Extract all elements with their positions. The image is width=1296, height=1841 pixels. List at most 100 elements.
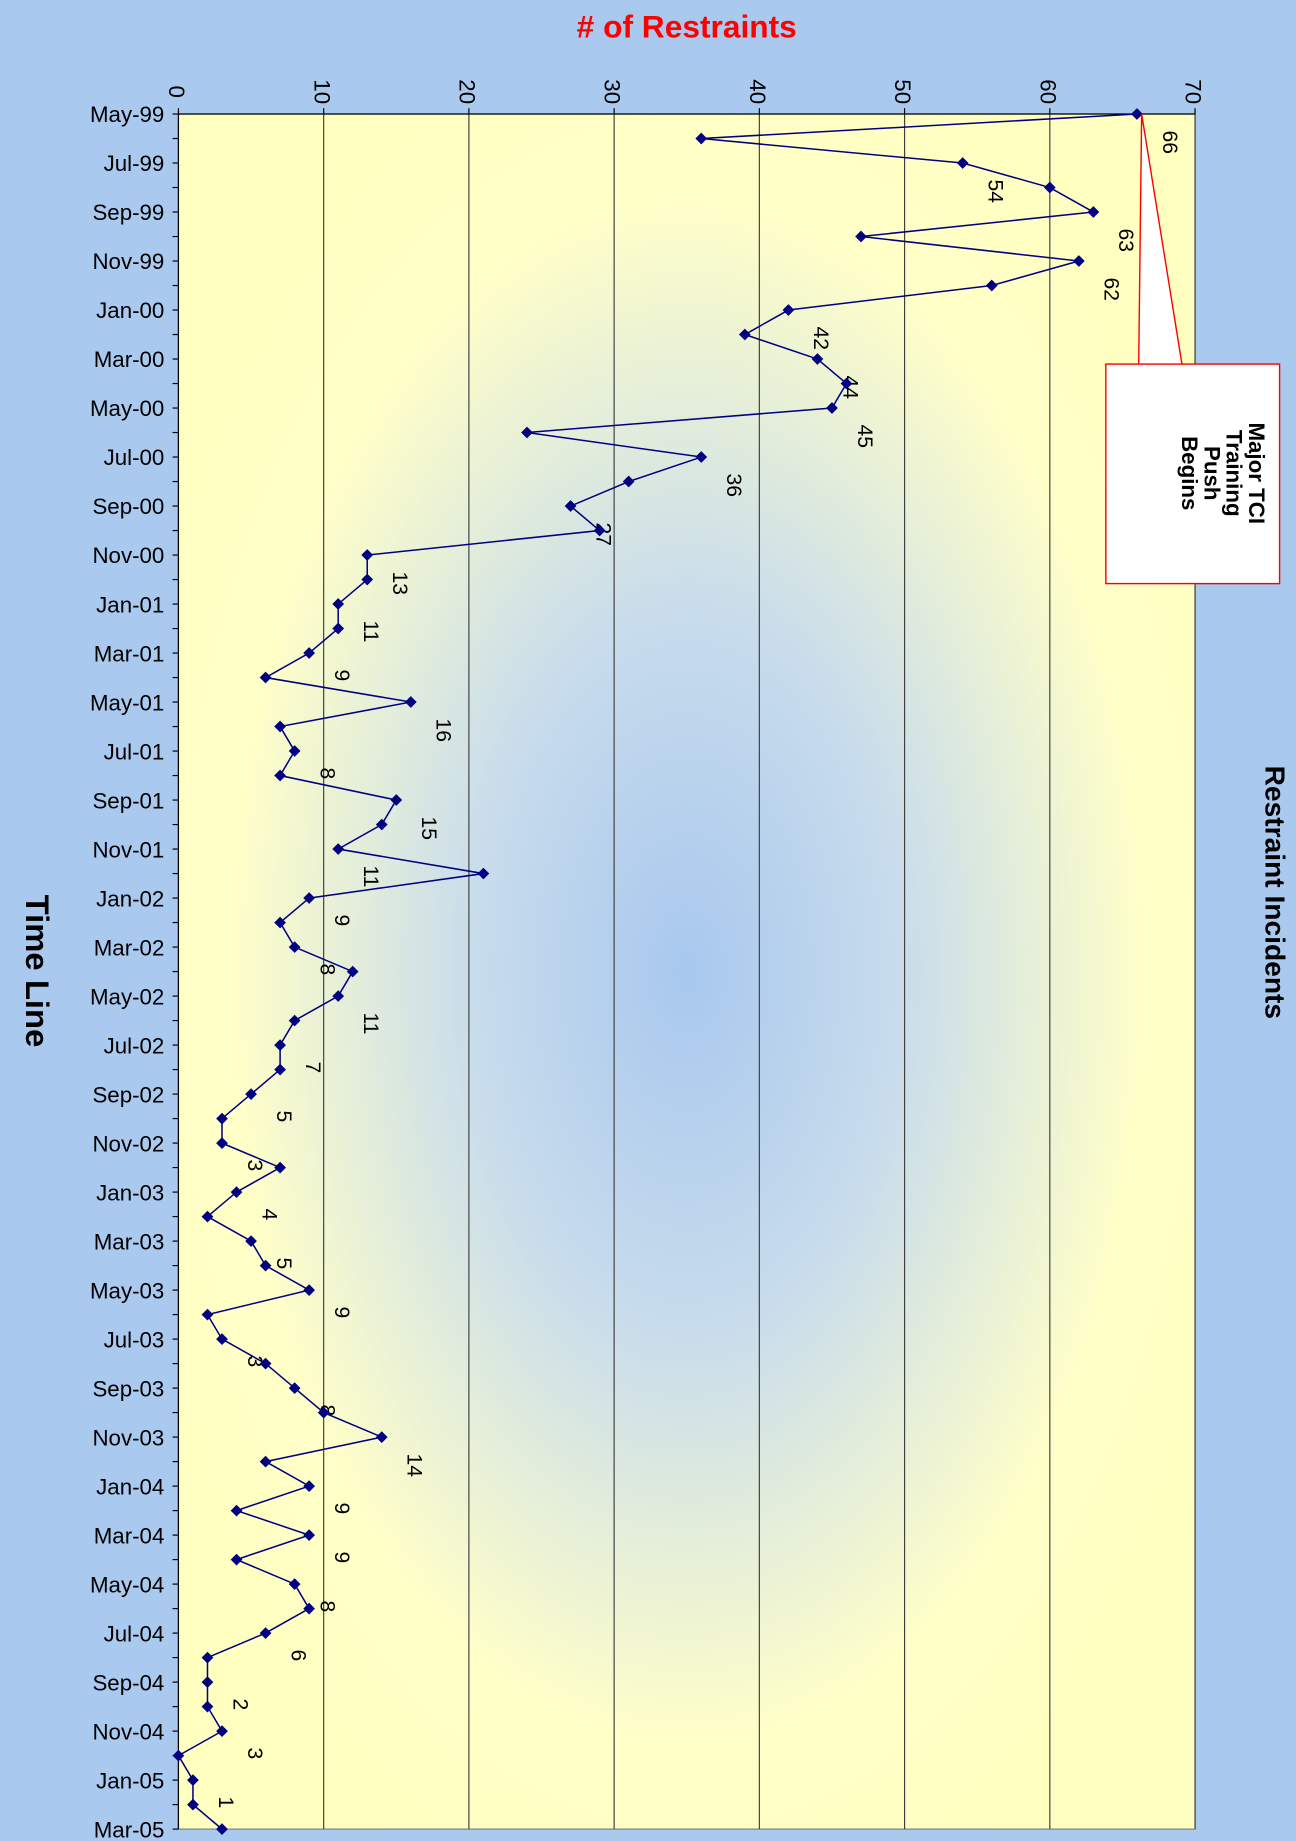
data-label: 9 — [330, 669, 353, 681]
data-point — [1043, 181, 1056, 194]
data-point — [564, 500, 577, 512]
data-label: 13 — [388, 571, 411, 595]
data-point — [201, 1308, 214, 1321]
y-tick-label: 0 — [164, 86, 189, 98]
data-label: 9 — [330, 1552, 353, 1564]
data-label: 3 — [243, 1356, 266, 1368]
data-point — [288, 1014, 301, 1027]
data-point — [172, 1749, 185, 1762]
data-point — [375, 1431, 388, 1443]
data-label: 3 — [243, 1160, 266, 1172]
data-point — [274, 1039, 286, 1051]
data-label: 9 — [330, 1503, 353, 1515]
data-label: 1 — [214, 1797, 237, 1809]
y-tick-label: 40 — [745, 79, 770, 104]
data-point — [288, 941, 301, 953]
data-label: 11 — [359, 620, 382, 642]
data-label: 8 — [315, 767, 338, 779]
x-tick-label: Nov-99 — [92, 249, 164, 274]
x-tick-label: Sep-00 — [92, 494, 164, 519]
data-point — [303, 1602, 316, 1615]
data-label: 8 — [315, 963, 338, 975]
data-point — [216, 1112, 228, 1125]
data-label: 6 — [286, 1650, 309, 1662]
data-point — [288, 1382, 301, 1394]
x-tick-label: Mar-01 — [94, 641, 165, 666]
x-tick-label: Nov-01 — [92, 837, 164, 862]
data-label: 5 — [272, 1111, 295, 1123]
x-tick-label: Mar-05 — [94, 1817, 165, 1841]
x-tick-label: May-01 — [90, 690, 164, 715]
x-tick-label: Mar-00 — [94, 347, 165, 372]
x-tick-label: Jul-99 — [104, 151, 165, 176]
data-label: 14 — [403, 1454, 426, 1478]
data-point — [274, 1063, 286, 1076]
x-tick-label: Jul-03 — [104, 1327, 165, 1352]
data-point — [840, 377, 853, 390]
x-tick-label: Sep-01 — [92, 788, 164, 813]
data-point — [274, 720, 286, 733]
data-point — [593, 524, 606, 537]
data-point — [826, 402, 838, 414]
y-tick-label: 30 — [600, 79, 625, 104]
data-label: 44 — [838, 375, 861, 399]
x-tick-label: Jul-04 — [104, 1621, 165, 1646]
data-point — [230, 1186, 243, 1198]
data-point — [259, 1357, 272, 1370]
x-tick-label: Nov-03 — [92, 1425, 164, 1450]
data-point — [245, 1235, 257, 1247]
data-label: 36 — [722, 473, 745, 497]
data-point — [303, 1284, 316, 1296]
x-tick-label: Sep-99 — [92, 200, 164, 225]
data-point — [1131, 108, 1143, 120]
x-tick-label: Sep-04 — [92, 1670, 164, 1695]
x-tick-label: May-04 — [90, 1572, 164, 1597]
data-label: 9 — [330, 914, 353, 926]
x-tick-label: May-00 — [90, 396, 164, 421]
data-point — [332, 843, 345, 855]
data-point — [303, 1480, 316, 1492]
data-label: 2 — [228, 1699, 251, 1711]
data-label: 11 — [359, 865, 382, 887]
data-point — [782, 304, 795, 316]
data-label: 63 — [1114, 228, 1137, 252]
data-point — [985, 279, 998, 292]
data-label: 8 — [315, 1601, 338, 1613]
data-point — [201, 1210, 214, 1223]
data-label: 15 — [417, 816, 440, 840]
data-point — [390, 794, 403, 806]
data-point — [230, 1553, 243, 1566]
x-tick-label: Mar-04 — [94, 1523, 165, 1548]
data-point — [346, 965, 359, 978]
callout-text: Training — [1222, 430, 1247, 517]
y-tick-label: 60 — [1035, 79, 1060, 104]
data-point — [216, 1823, 228, 1835]
x-tick-label: May-99 — [90, 102, 164, 127]
x-tick-label: Jan-02 — [96, 886, 164, 911]
x-tick-label: Sep-03 — [92, 1376, 164, 1401]
data-point — [230, 1504, 243, 1517]
data-label: 7 — [301, 1062, 324, 1074]
x-tick-label: Jul-01 — [104, 739, 165, 764]
data-point — [245, 1088, 257, 1100]
data-point — [187, 1798, 199, 1811]
x-tick-label: May-02 — [90, 984, 164, 1009]
data-point — [201, 1700, 214, 1713]
x-tick-label: Mar-02 — [94, 935, 165, 960]
value-axis-title: # of Restraints — [577, 9, 797, 45]
chart-title: Restraint Incidents — [1259, 766, 1291, 1019]
data-point — [317, 1406, 330, 1419]
x-tick-label: Nov-04 — [92, 1719, 164, 1744]
x-tick-label: Sep-02 — [92, 1082, 164, 1107]
x-tick-label: Jul-02 — [104, 1033, 165, 1058]
data-point — [1072, 255, 1085, 267]
data-label: 54 — [984, 179, 1007, 203]
data-point — [216, 1725, 228, 1737]
data-point — [259, 1627, 272, 1639]
data-point — [259, 1455, 272, 1468]
x-tick-label: Nov-02 — [92, 1131, 164, 1156]
x-tick-label: Jan-04 — [96, 1474, 164, 1499]
callout-text: Major TCI — [1244, 422, 1269, 524]
data-point — [216, 1137, 228, 1149]
